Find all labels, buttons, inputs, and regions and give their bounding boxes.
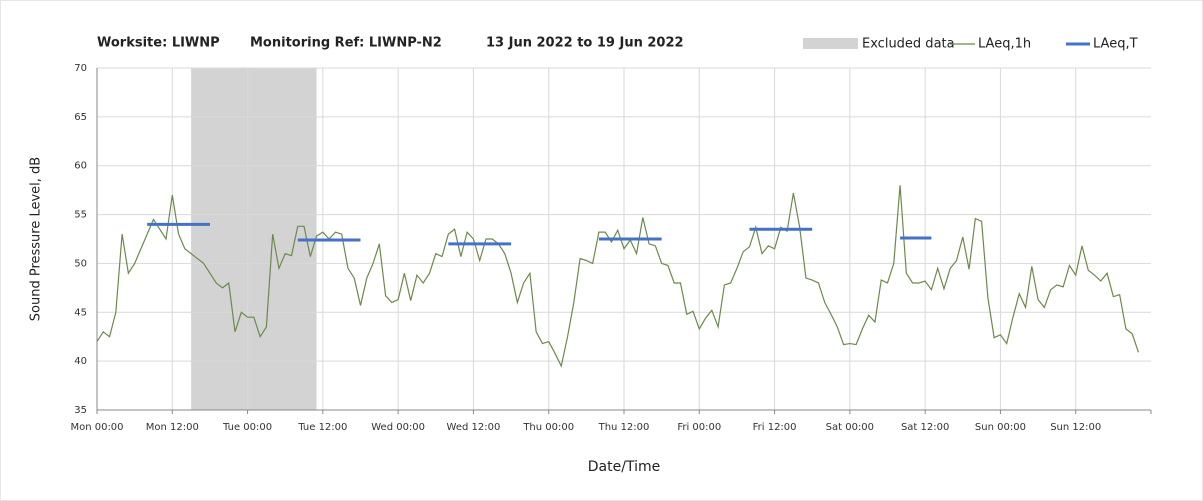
y-axis-label: Sound Pressure Level, dB [29, 157, 44, 321]
x-tick-label: Sat 12:00 [901, 422, 949, 433]
title-worksite: Worksite: LIWNP [97, 36, 220, 51]
x-tick-label: Mon 00:00 [70, 422, 123, 433]
x-tick-label: Wed 00:00 [371, 422, 425, 433]
excluded-band [191, 68, 317, 410]
x-tick-label: Fri 00:00 [677, 422, 721, 433]
title-ref: Monitoring Ref: LIWNP-N2 [250, 36, 442, 51]
legend-swatch [803, 38, 858, 49]
laeq-1h-line [96, 185, 1140, 368]
x-tick-label: Fri 12:00 [753, 422, 797, 433]
x-tick-label: Tue 00:00 [222, 422, 272, 433]
x-tick-label: Sun 12:00 [1050, 422, 1101, 433]
x-tick-label: Mon 12:00 [146, 422, 199, 433]
y-tick-label: 60 [74, 161, 87, 172]
y-tick-label: 70 [74, 63, 87, 74]
x-tick-label: Thu 12:00 [598, 422, 650, 433]
legend-label: LAeq,1h [978, 37, 1031, 52]
legend-label: LAeq,T [1093, 37, 1138, 52]
y-tick-label: 55 [74, 210, 87, 221]
title-dates: 13 Jun 2022 to 19 Jun 2022 [486, 36, 684, 51]
x-tick-label: Sat 00:00 [826, 422, 874, 433]
y-tick-label: 45 [74, 307, 87, 318]
x-tick-label: Wed 12:00 [447, 422, 501, 433]
y-tick-label: 35 [74, 405, 87, 416]
legend-label: Excluded data [862, 37, 955, 52]
y-tick-label: 65 [74, 112, 87, 123]
y-tick-label: 40 [74, 356, 87, 367]
x-axis-label: Date/Time [588, 459, 660, 475]
y-tick-label: 50 [74, 258, 87, 269]
x-tick-label: Sun 00:00 [975, 422, 1026, 433]
x-tick-label: Thu 00:00 [522, 422, 574, 433]
x-tick-label: Tue 12:00 [297, 422, 347, 433]
